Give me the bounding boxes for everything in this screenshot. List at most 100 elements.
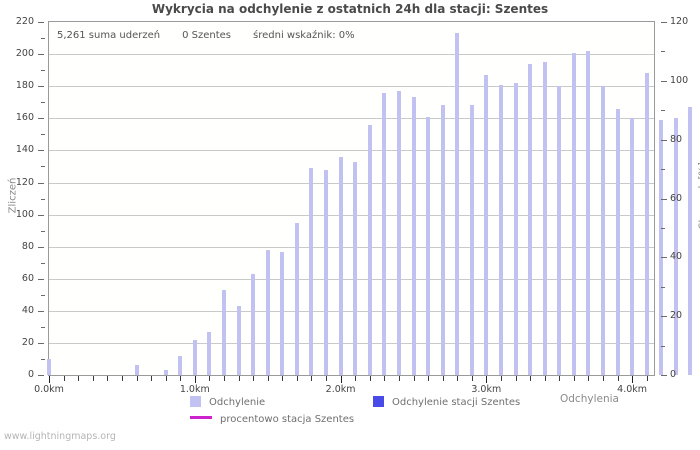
y-axis-right-tick [661, 316, 667, 318]
y-axis-tick-label: 160 [15, 112, 34, 124]
bar [251, 273, 256, 375]
stat-station-strikes: 0 Szentes [182, 30, 232, 41]
y-axis-right-minor-tick [661, 51, 665, 53]
x-axis-tick [457, 376, 459, 381]
x-axis-tick [136, 376, 138, 381]
x-axis-tick [603, 376, 604, 381]
bar [469, 105, 474, 375]
bar [280, 251, 285, 375]
y-axis-right-tick [661, 139, 667, 141]
y-axis-right-minor-tick [661, 227, 665, 229]
x-axis-major-tick [632, 376, 634, 383]
bar [324, 169, 328, 375]
bar [659, 119, 664, 375]
bar [630, 118, 635, 375]
y-axis-minor-tick [41, 326, 45, 328]
bar [411, 97, 416, 375]
x-axis-tick [311, 376, 313, 381]
y-axis-minor-tick [41, 102, 45, 104]
stats-annotation: 5,261 suma uderzeń 0 Szentes średni wskaźn… [57, 30, 355, 41]
legend-swatch-procentowo [190, 416, 212, 419]
x-axis-tick [515, 376, 517, 381]
x-axis-title: Odchylenia [560, 393, 619, 405]
x-axis-tick [326, 376, 327, 381]
y-axis-minor-tick [41, 70, 45, 72]
x-axis-major-tick [49, 376, 50, 383]
x-axis-tick [78, 376, 80, 381]
y-axis-right-tick-label: 0 [670, 369, 677, 380]
bar [353, 161, 358, 375]
x-axis-tick [165, 376, 167, 381]
bar [542, 62, 547, 375]
bar [134, 365, 139, 375]
y-axis-right-minor-tick [661, 169, 665, 171]
y-axis-right-tick [661, 198, 667, 200]
x-axis-tick [442, 376, 444, 381]
y-axis-right-minor-tick [661, 110, 665, 112]
x-axis-tick [296, 376, 298, 381]
x-axis-tick-label: 3.0km [471, 384, 502, 395]
y-axis-tick-label: 100 [15, 208, 34, 220]
legend-item-odchylenie-stacji[interactable]: Odchylenie stacji Szentes [373, 396, 520, 408]
y-axis-tick-label: 20 [21, 336, 34, 348]
y-axis-tick [38, 54, 44, 56]
gridline [49, 54, 654, 56]
y-axis-right-tick-label: 80 [670, 133, 683, 145]
x-axis-tick [471, 376, 473, 381]
bar [673, 118, 678, 375]
bar [557, 86, 562, 375]
x-axis-tick [282, 376, 284, 381]
watermark: www.lightningmaps.org [4, 431, 116, 442]
x-axis-tick [384, 376, 386, 381]
bar [528, 63, 533, 375]
bar [498, 84, 503, 375]
x-axis-tick [209, 376, 211, 381]
x-axis-tick-label: 1.0km [179, 384, 210, 395]
y-axis-minor-tick [41, 166, 45, 168]
y-axis-tick [38, 182, 44, 184]
bar [644, 73, 649, 375]
y-axis-minor-tick [41, 262, 45, 264]
x-axis-tick [267, 376, 269, 381]
y-axis-tick-label: 60 [21, 272, 34, 284]
y-axis-right-minor-tick [661, 345, 665, 347]
y-axis-right-tick-label: 40 [670, 251, 683, 263]
y-axis-right-tick [661, 22, 667, 23]
bar [601, 86, 605, 375]
legend-item-procentowo[interactable]: procentowo stacja Szentes [190, 414, 354, 425]
x-axis-tick [413, 376, 415, 381]
legend-swatch-odchylenie-stacji [373, 396, 384, 407]
y-axis-tick [38, 86, 44, 88]
gridline [49, 86, 654, 88]
x-axis-tick [500, 376, 502, 381]
y-axis-tick [38, 22, 44, 23]
legend-item-odchylenie[interactable]: Odchylenie [190, 396, 265, 408]
bar [309, 168, 314, 375]
bar [163, 370, 168, 375]
gridline [49, 278, 654, 280]
gridline [49, 342, 654, 344]
y-axis-tick-label: 220 [15, 16, 34, 27]
x-axis-tick-label: 2.0km [325, 384, 356, 395]
y-axis-tick-label: 180 [15, 80, 34, 92]
y-axis-right-tick-label: 120 [670, 16, 689, 27]
x-axis-tick [355, 376, 357, 381]
y-axis-tick-label: 120 [15, 176, 34, 188]
y-axis-tick-label: 80 [21, 240, 34, 252]
gridline [49, 182, 654, 184]
x-axis-tick [238, 376, 240, 381]
y-axis-left-title: Zliczeń [7, 177, 19, 214]
y-axis-right-tick-label: 60 [670, 192, 683, 204]
x-axis-tick [369, 376, 371, 381]
y-axis-right-minor-tick [661, 286, 665, 288]
bar [367, 124, 372, 375]
stat-average-ratio: średni wskaźnik: 0% [253, 30, 355, 41]
plot-area [47, 21, 693, 376]
y-axis-right-tick-label: 100 [670, 74, 689, 86]
gridline [49, 246, 654, 248]
y-axis-minor-tick [41, 294, 45, 296]
x-axis-tick [107, 376, 109, 381]
x-axis-tick [573, 376, 575, 381]
y-axis-minor-tick [41, 359, 45, 360]
gridline [49, 150, 654, 152]
